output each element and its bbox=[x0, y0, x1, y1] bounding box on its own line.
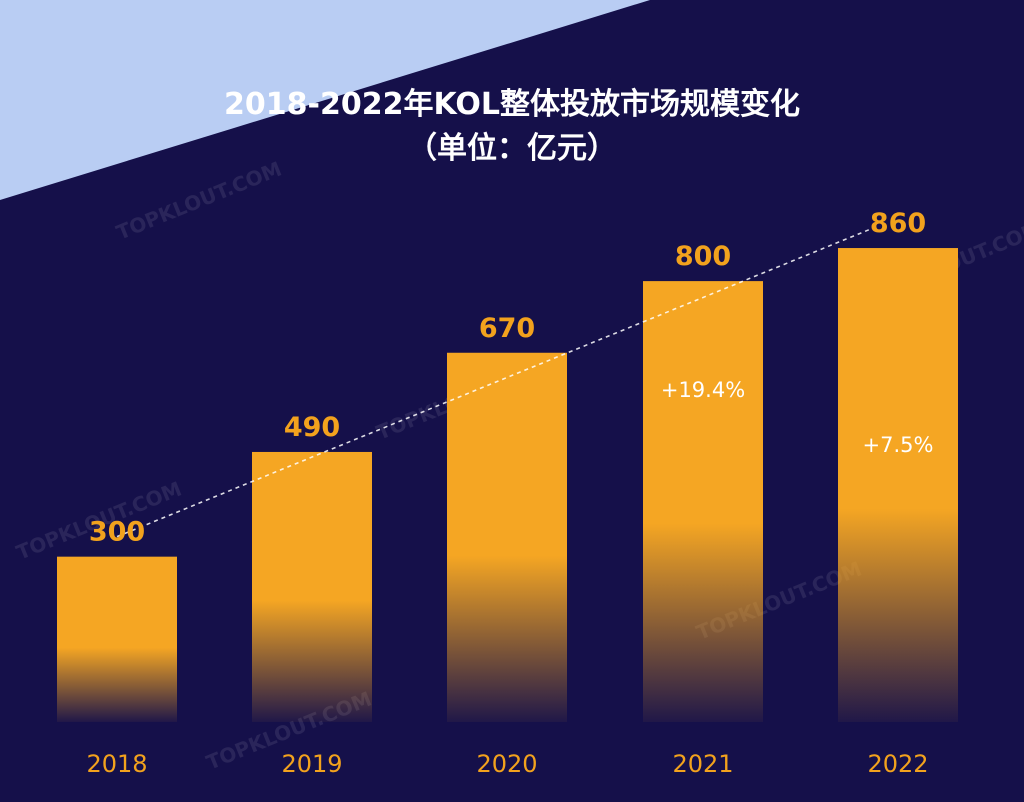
value-label-2018: 300 bbox=[89, 517, 145, 548]
chart-subtitle: （单位：亿元） bbox=[407, 131, 617, 166]
bar-series bbox=[57, 248, 958, 723]
x-tick-2021: 2021 bbox=[672, 750, 733, 778]
x-axis-ticks: 2018 2019 2020 2021 2022 bbox=[86, 750, 928, 778]
chart-title: 2018-2022年KOL整体投放市场规模变化 bbox=[224, 87, 800, 122]
corner-accent bbox=[0, 0, 650, 200]
bar-2018 bbox=[57, 556, 177, 722]
bar-2020 bbox=[447, 352, 567, 722]
bar-2022 bbox=[838, 248, 958, 723]
value-label-2019: 490 bbox=[284, 412, 340, 443]
bar-2021 bbox=[643, 281, 763, 722]
growth-label-2021: +19.4% bbox=[661, 378, 745, 402]
x-tick-2022: 2022 bbox=[867, 750, 928, 778]
x-tick-2020: 2020 bbox=[476, 750, 537, 778]
growth-label-2022: +7.5% bbox=[863, 433, 934, 457]
x-tick-2018: 2018 bbox=[86, 750, 147, 778]
bar-2019 bbox=[252, 451, 372, 722]
value-label-2022: 860 bbox=[870, 208, 926, 239]
value-label-2021: 800 bbox=[675, 241, 731, 272]
value-label-2020: 670 bbox=[479, 313, 535, 344]
growth-labels: +19.4% +7.5% bbox=[661, 378, 934, 457]
trend-line-layer bbox=[116, 225, 879, 538]
trend-line bbox=[116, 225, 879, 538]
value-labels: 300 490 670 800 860 bbox=[89, 208, 926, 548]
x-tick-2019: 2019 bbox=[281, 750, 342, 778]
